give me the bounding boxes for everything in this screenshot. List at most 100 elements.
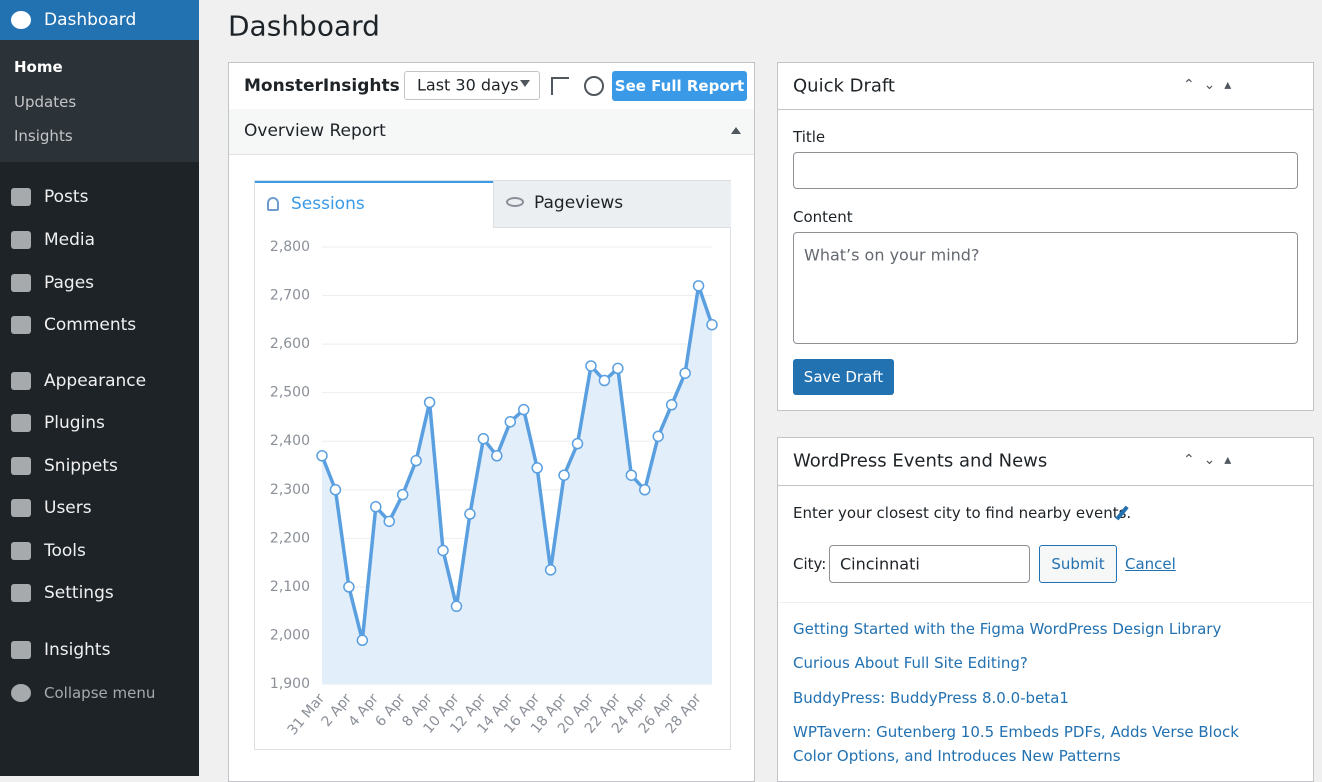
chart-panel: Sessions Pageviews <box>254 180 731 750</box>
eye-icon <box>506 197 524 207</box>
news-link[interactable]: WPTavern: Gutenberg 10.5 Embeds PDFs, Ad… <box>793 723 1239 765</box>
cancel-link[interactable]: Cancel <box>1125 555 1176 573</box>
menu-icon <box>11 414 31 432</box>
y-tick-label: 1,900 <box>270 676 310 692</box>
menu-item[interactable]: Snippets <box>44 456 118 476</box>
menu-item[interactable]: Insights <box>44 640 111 660</box>
active-menu-item[interactable]: Dashboard <box>0 0 199 40</box>
menu-label: Dashboard <box>44 10 137 30</box>
user-icon <box>267 197 279 211</box>
submenu-item[interactable]: Insights <box>14 127 73 145</box>
point <box>464 508 476 520</box>
point <box>585 360 597 372</box>
point <box>316 450 328 462</box>
settings-icon[interactable] <box>584 76 604 96</box>
point <box>639 484 651 496</box>
menu-icon <box>11 188 31 206</box>
save-draft-button[interactable]: Save Draft <box>793 359 894 395</box>
point <box>612 362 624 375</box>
point <box>383 515 395 528</box>
menu-item[interactable]: Users <box>44 498 92 518</box>
collapse-menu[interactable]: Collapse menu <box>44 684 156 702</box>
toggle-arrow[interactable] <box>731 127 741 134</box>
title-input[interactable] <box>793 152 1298 189</box>
point <box>571 437 584 450</box>
point <box>706 318 718 331</box>
area-fill <box>322 285 712 684</box>
point <box>652 430 664 443</box>
menu-item[interactable]: Media <box>44 230 96 250</box>
menu-icon <box>11 584 31 602</box>
point <box>598 374 611 387</box>
content-textarea[interactable]: What’s on your mind? <box>793 232 1298 344</box>
divider <box>778 602 1313 603</box>
point <box>410 454 422 467</box>
menu-item[interactable]: Plugins <box>44 413 105 433</box>
submenu-item[interactable]: Updates <box>14 93 77 111</box>
y-tick-label: 2,800 <box>270 239 310 255</box>
point <box>625 469 638 481</box>
section-title: Overview Report <box>244 121 386 141</box>
point <box>356 634 369 647</box>
menu-item[interactable]: Appearance <box>44 371 147 391</box>
section-bar: Overview Report <box>229 109 754 155</box>
menu-icon <box>11 372 31 390</box>
city-label: City: <box>793 555 827 573</box>
select-arrow <box>520 80 530 87</box>
menu-icon <box>11 231 31 249</box>
range-value: Last 30 days <box>417 75 519 95</box>
city-input[interactable]: Cincinnati <box>829 545 1030 583</box>
sessions-chart: 1,900 2,000 2,100 2,200 2,300 2,400 2,500 2,600… <box>270 239 718 738</box>
point <box>665 399 678 411</box>
point <box>531 462 543 474</box>
point <box>491 450 503 462</box>
placeholder: What’s on your mind? <box>804 245 980 265</box>
y-tick-label: 2,200 <box>270 530 310 546</box>
expand-icon[interactable] <box>551 77 569 95</box>
point <box>477 433 490 445</box>
point <box>370 501 382 513</box>
menu-item[interactable]: Pages <box>44 273 95 293</box>
dashboard-icon <box>11 11 31 29</box>
y-tick-label: 2,000 <box>270 627 310 643</box>
point <box>437 544 449 557</box>
menu-item[interactable]: Tools <box>44 541 86 561</box>
news-link[interactable]: Getting Started with the Figma WordPress… <box>793 620 1222 638</box>
menu-item[interactable]: Posts <box>44 187 89 207</box>
news-link[interactable]: BuddyPress: BuddyPress 8.0.0-beta1 <box>793 689 1069 707</box>
y-tick-label: 2,700 <box>270 288 310 304</box>
widget-controls[interactable]: ⌃ ⌄ ▴ <box>1183 452 1232 468</box>
sessions-tab[interactable]: Sessions <box>255 181 493 228</box>
menu-item[interactable]: Settings <box>44 583 114 603</box>
range-select[interactable]: Last 30 days <box>404 71 540 100</box>
point <box>517 403 530 416</box>
point <box>423 396 436 409</box>
point <box>544 564 557 576</box>
point <box>692 280 705 292</box>
city-value: Cincinnati <box>840 554 920 574</box>
pageviews-tab[interactable]: Pageviews <box>493 181 731 228</box>
menu-icon <box>11 316 31 334</box>
widget-header: Quick Draft ⌃ ⌄ ▴ <box>778 63 1313 110</box>
news-link[interactable]: Curious About Full Site Editing? <box>793 654 1028 672</box>
tab-label: Sessions <box>291 194 365 214</box>
submit-button[interactable]: Submit <box>1039 545 1117 583</box>
point <box>504 416 517 428</box>
field-label: Title <box>793 128 826 146</box>
point <box>396 488 409 501</box>
quick-draft-widget: Quick Draft ⌃ ⌄ ▴ Title Content What’s o… <box>777 62 1314 411</box>
submenu-item[interactable]: Home <box>14 58 63 76</box>
tab-label: Pageviews <box>534 193 624 213</box>
widget-controls[interactable]: ⌃ ⌄ ▴ <box>1183 77 1232 93</box>
menu-item[interactable]: Comments <box>44 315 137 335</box>
menu-icon <box>11 641 31 659</box>
y-tick-label: 2,600 <box>270 336 310 352</box>
y-tick-label: 2,300 <box>270 482 310 498</box>
menu-icon <box>11 274 31 292</box>
point <box>558 469 570 481</box>
point <box>343 581 355 593</box>
menu-icon <box>11 499 31 517</box>
field-label: Content <box>793 208 853 226</box>
full-report-button[interactable]: See Full Report <box>612 71 747 101</box>
